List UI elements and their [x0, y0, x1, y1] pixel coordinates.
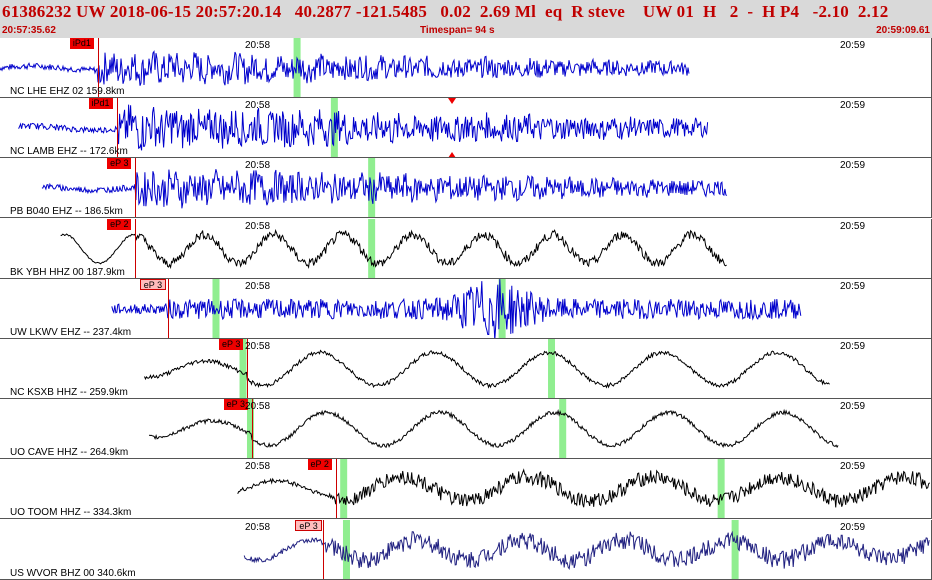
trace-canvas: [144, 339, 830, 398]
time-tick-2059: 20:59: [840, 461, 866, 473]
event-title: 61386232 UW 2018-06-15 20:57:20.14 40.28…: [2, 2, 889, 21]
phase-marker: [731, 519, 739, 579]
station-label: US WVOR BHZ 00 340.6km: [10, 567, 136, 579]
station-label: NC KSXB HHZ -- 259.9km: [10, 387, 128, 398]
time-tick-2059: 20:59: [840, 521, 866, 533]
waveform-trace: [60, 228, 727, 269]
trace-canvas: [243, 519, 930, 579]
phase-pick-label[interactable]: eP 3: [218, 339, 244, 350]
station-label: BK YBH HHZ 00 187.9km: [10, 266, 125, 278]
trace-panel[interactable]: eP 2 20:58 20:59 BK YBH HHZ 00 187.9km: [0, 218, 932, 279]
amplitude-flag: [448, 98, 457, 105]
station-label: NC LAMB EHZ -- 172.6km: [10, 146, 128, 158]
trace-canvas: [0, 38, 690, 97]
waveform-trace: [41, 169, 728, 209]
phase-pick-label[interactable]: eP 3: [139, 278, 167, 290]
time-tick-2058: 20:58: [245, 220, 271, 232]
time-tick-2058: 20:58: [245, 100, 271, 112]
waveform-trace: [111, 278, 802, 338]
trace-panel[interactable]: eP 3 20:58 20:59 UO CAVE HHZ -- 264.9km: [0, 399, 932, 460]
time-tick-2059: 20:59: [840, 341, 866, 352]
waveform-trace: [0, 50, 690, 86]
phase-pick-label[interactable]: eP 2: [307, 459, 332, 471]
station-label: UO CAVE HHZ -- 264.9km: [10, 447, 129, 459]
time-tick-2058: 20:58: [245, 461, 271, 473]
time-tick-2059: 20:59: [840, 160, 866, 172]
trace-panel[interactable]: eP 3 20:58 20:59 UW LKWV EHZ -- 237.4km: [0, 278, 932, 339]
trace-panel[interactable]: eP 2 20:58 20:59 UO TOOM HHZ -- 334.3km: [0, 459, 932, 520]
time-tick-2059: 20:59: [840, 100, 866, 112]
pick-line: [135, 158, 137, 218]
station-label: PB B040 EHZ -- 186.5km: [10, 206, 123, 218]
time-tick-2058: 20:58: [245, 521, 271, 533]
trace-panel[interactable]: iPd1 20:58 20:59 NC LHE EHZ 02 159.8km: [0, 38, 932, 98]
trace-panel[interactable]: eP 3 20:58 20:59 NC KSXB HHZ -- 259.9km: [0, 339, 932, 399]
trace-panel[interactable]: iPd1 20:58 20:59 NC LAMB EHZ -- 172.6km: [0, 98, 932, 159]
phase-marker: [717, 459, 725, 519]
time-tick-2059: 20:59: [840, 401, 866, 413]
start-time: 20:57:35.62: [2, 25, 56, 36]
pick-line: [251, 399, 253, 459]
trace-canvas: [60, 218, 727, 278]
time-tick-2058: 20:58: [245, 401, 271, 413]
time-tick-2058: 20:58: [245, 341, 271, 352]
phase-pick-label[interactable]: iPd1: [88, 98, 113, 110]
pick-line: [167, 278, 169, 338]
amplitude-flag: [448, 152, 456, 158]
waveform-trace: [237, 468, 931, 508]
pick-line: [323, 519, 325, 579]
pick-line: [116, 98, 118, 158]
phase-pick-label[interactable]: eP 3: [223, 399, 248, 411]
trace-panel[interactable]: eP 3 20:58 20:59 PB B040 EHZ -- 186.5km: [0, 158, 932, 219]
phase-marker: [368, 218, 376, 278]
station-label: UW LKWV EHZ -- 237.4km: [10, 326, 132, 338]
waveform-trace: [18, 104, 709, 151]
trace-canvas: [18, 98, 709, 158]
pick-line: [135, 218, 137, 278]
phase-pick-label[interactable]: eP 2: [107, 218, 132, 230]
phase-pick-label[interactable]: eP 3: [107, 158, 132, 170]
pick-line: [246, 339, 248, 398]
time-tick-2059: 20:59: [840, 220, 866, 232]
station-label: UO TOOM HHZ -- 334.3km: [10, 507, 132, 519]
phase-marker: [246, 399, 254, 459]
seismogram-panels[interactable]: iPd1 20:58 20:59 NC LHE EHZ 02 159.8km iPd1 2…: [0, 38, 932, 580]
station-label: NC LHE EHZ 02 159.8km: [10, 86, 125, 97]
header-bar: 61386232 UW 2018-06-15 20:57:20.14 40.28…: [0, 0, 932, 38]
phase-marker: [212, 278, 220, 338]
timespan-label: Timespan= 94 s: [420, 25, 495, 36]
phase-marker: [239, 339, 247, 398]
time-tick-2058: 20:58: [245, 160, 271, 172]
trace-canvas: [41, 158, 728, 218]
pick-line: [97, 38, 99, 97]
trace-canvas: [111, 278, 802, 338]
pick-line: [335, 459, 337, 519]
end-time: 20:59:09.61: [876, 25, 930, 36]
trace-panel[interactable]: eP 3 20:58 20:59 US WVOR BHZ 00 340.6km: [0, 519, 932, 580]
phase-marker: [548, 339, 556, 398]
time-tick-2059: 20:59: [840, 280, 866, 292]
waveform-trace: [144, 349, 830, 389]
waveform-trace: [148, 408, 839, 449]
time-tick-2058: 20:58: [245, 40, 271, 51]
waveform-trace: [243, 530, 930, 570]
time-tick-2058: 20:58: [245, 280, 271, 292]
trace-canvas: [148, 399, 839, 459]
phase-pick-label[interactable]: eP 3: [295, 519, 322, 531]
phase-marker: [340, 459, 348, 519]
phase-marker: [293, 38, 301, 97]
trace-canvas: [237, 459, 931, 519]
phase-marker: [368, 158, 376, 218]
phase-marker: [559, 399, 567, 459]
time-tick-2059: 20:59: [840, 40, 866, 51]
phase-pick-label[interactable]: iPd1: [69, 38, 94, 49]
